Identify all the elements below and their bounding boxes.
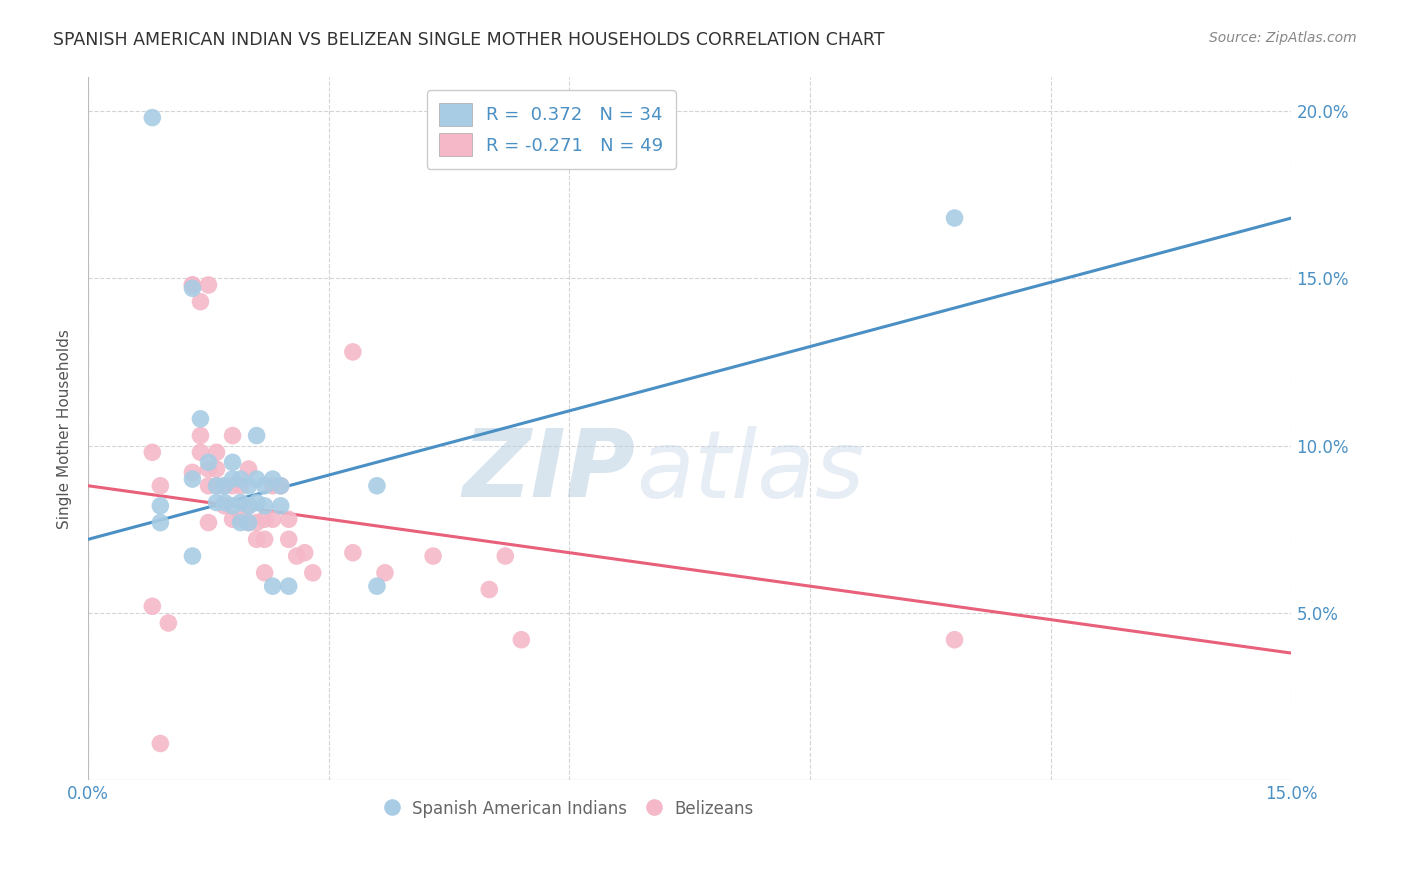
Legend: Spanish American Indians, Belizeans: Spanish American Indians, Belizeans [380, 793, 759, 825]
Point [229, 495, 252, 509]
Point [197, 479, 219, 493]
Point [190, 294, 212, 309]
Point [149, 516, 172, 530]
Point [221, 472, 243, 486]
Point [270, 479, 292, 493]
Point [238, 499, 260, 513]
Point [205, 445, 228, 459]
Point [342, 344, 364, 359]
Point [221, 455, 243, 469]
Point [197, 516, 219, 530]
Point [253, 499, 276, 513]
Point [157, 615, 180, 630]
Point [205, 479, 228, 493]
Text: ZIP: ZIP [463, 425, 636, 517]
Point [238, 462, 260, 476]
Point [181, 549, 204, 563]
Point [141, 445, 163, 459]
Point [262, 472, 284, 486]
Point [214, 495, 236, 509]
Point [366, 479, 388, 493]
Point [221, 479, 243, 493]
Point [190, 445, 212, 459]
Text: SPANISH AMERICAN INDIAN VS BELIZEAN SINGLE MOTHER HOUSEHOLDS CORRELATION CHART: SPANISH AMERICAN INDIAN VS BELIZEAN SING… [53, 31, 884, 49]
Point [205, 495, 228, 509]
Point [277, 512, 299, 526]
Point [285, 549, 308, 563]
Point [246, 472, 269, 486]
Point [374, 566, 396, 580]
Point [190, 412, 212, 426]
Point [181, 281, 204, 295]
Point [141, 599, 163, 614]
Point [342, 546, 364, 560]
Point [181, 277, 204, 292]
Point [253, 479, 276, 493]
Point [141, 111, 163, 125]
Point [205, 479, 228, 493]
Point [229, 512, 252, 526]
Point [181, 277, 204, 292]
Point [214, 479, 236, 493]
Point [214, 479, 236, 493]
Point [190, 428, 212, 442]
Point [238, 516, 260, 530]
Point [149, 499, 172, 513]
Y-axis label: Single Mother Households: Single Mother Households [58, 329, 72, 529]
Point [229, 516, 252, 530]
Point [494, 549, 516, 563]
Point [181, 472, 204, 486]
Point [197, 277, 219, 292]
Point [253, 512, 276, 526]
Point [422, 549, 444, 563]
Point [197, 462, 219, 476]
Point [262, 479, 284, 493]
Point [238, 479, 260, 493]
Point [246, 516, 269, 530]
Point [262, 512, 284, 526]
Point [214, 499, 236, 513]
Point [229, 479, 252, 493]
Point [197, 455, 219, 469]
Point [270, 499, 292, 513]
Point [301, 566, 323, 580]
Point [366, 579, 388, 593]
Point [253, 566, 276, 580]
Point [149, 479, 172, 493]
Point [253, 533, 276, 547]
Point [221, 499, 243, 513]
Point [277, 579, 299, 593]
Point [149, 737, 172, 751]
Point [246, 495, 269, 509]
Point [221, 512, 243, 526]
Point [294, 546, 316, 560]
Point [270, 479, 292, 493]
Point [238, 499, 260, 513]
Point [277, 533, 299, 547]
Point [510, 632, 533, 647]
Text: Source: ZipAtlas.com: Source: ZipAtlas.com [1209, 31, 1357, 45]
Point [221, 428, 243, 442]
Point [943, 211, 966, 225]
Point [943, 632, 966, 647]
Point [181, 466, 204, 480]
Point [246, 428, 269, 442]
Point [229, 472, 252, 486]
Text: atlas: atlas [636, 425, 863, 516]
Point [478, 582, 501, 597]
Point [246, 533, 269, 547]
Point [262, 579, 284, 593]
Point [238, 516, 260, 530]
Point [205, 462, 228, 476]
